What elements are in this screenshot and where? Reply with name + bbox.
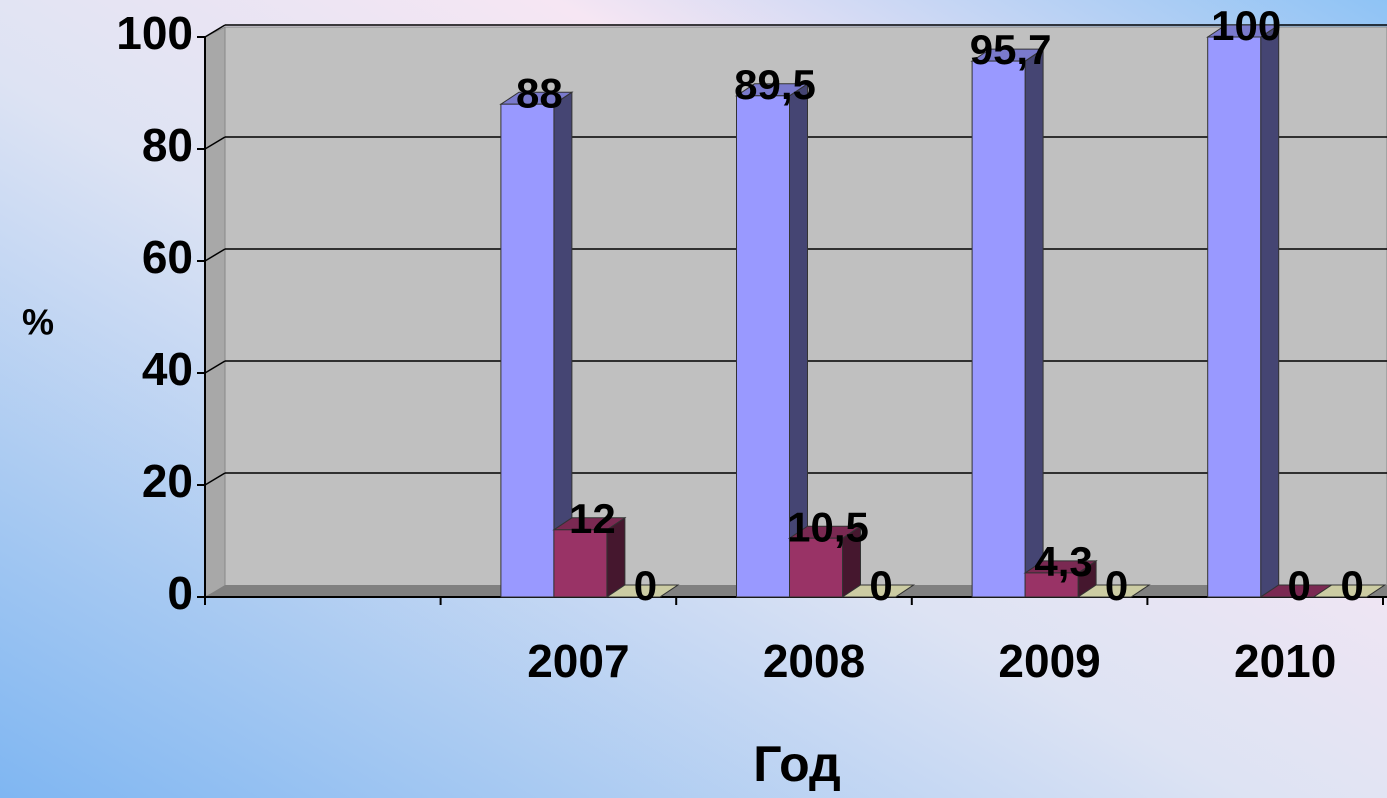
- side-wall: [204, 26, 226, 598]
- x-axis-label: Год: [753, 736, 840, 792]
- y-tick-label: 60: [142, 231, 193, 283]
- value-label: 12: [569, 495, 616, 542]
- value-label: 89,5: [734, 61, 816, 108]
- y-tick-label: 20: [142, 455, 193, 507]
- x-tick-label: 2010: [1234, 635, 1336, 687]
- grid-line: [204, 472, 226, 486]
- bar: [789, 537, 843, 598]
- bar: [971, 60, 1026, 598]
- value-label: 0: [869, 562, 892, 609]
- value-label: 0: [634, 562, 657, 609]
- grid-line: [204, 248, 226, 262]
- value-label: 0: [1341, 562, 1364, 609]
- value-label: 100: [1211, 2, 1281, 49]
- value-label: 0: [1105, 562, 1128, 609]
- bar: [500, 103, 555, 598]
- y-tick-label: 0: [167, 567, 193, 619]
- bar-side: [1024, 48, 1044, 598]
- bar-top: [840, 584, 916, 598]
- x-tick-label: 2009: [998, 635, 1100, 687]
- y-tick-label: 100: [116, 7, 193, 59]
- bar: [736, 95, 790, 598]
- bar: [1024, 572, 1079, 598]
- grid-line: [204, 24, 226, 38]
- bar-top: [605, 584, 680, 598]
- y-axis-label: %: [22, 302, 54, 343]
- bar: [553, 529, 608, 598]
- bar-top: [1312, 584, 1387, 598]
- grid-line: [204, 360, 226, 374]
- bar-side: [1260, 24, 1280, 598]
- value-label: 10,5: [787, 503, 869, 550]
- grid-line: [204, 136, 226, 150]
- x-tick-label: 2008: [763, 635, 865, 687]
- value-label: 88: [516, 69, 563, 116]
- y-tick-label: 40: [142, 343, 193, 395]
- bar-top: [1076, 584, 1151, 598]
- x-tick-label: 2007: [527, 635, 629, 687]
- value-label: 0: [1288, 562, 1311, 609]
- value-label: 95,7: [970, 26, 1052, 73]
- bar: [1207, 36, 1262, 598]
- value-label: 4,3: [1034, 538, 1092, 585]
- y-tick-label: 80: [142, 119, 193, 171]
